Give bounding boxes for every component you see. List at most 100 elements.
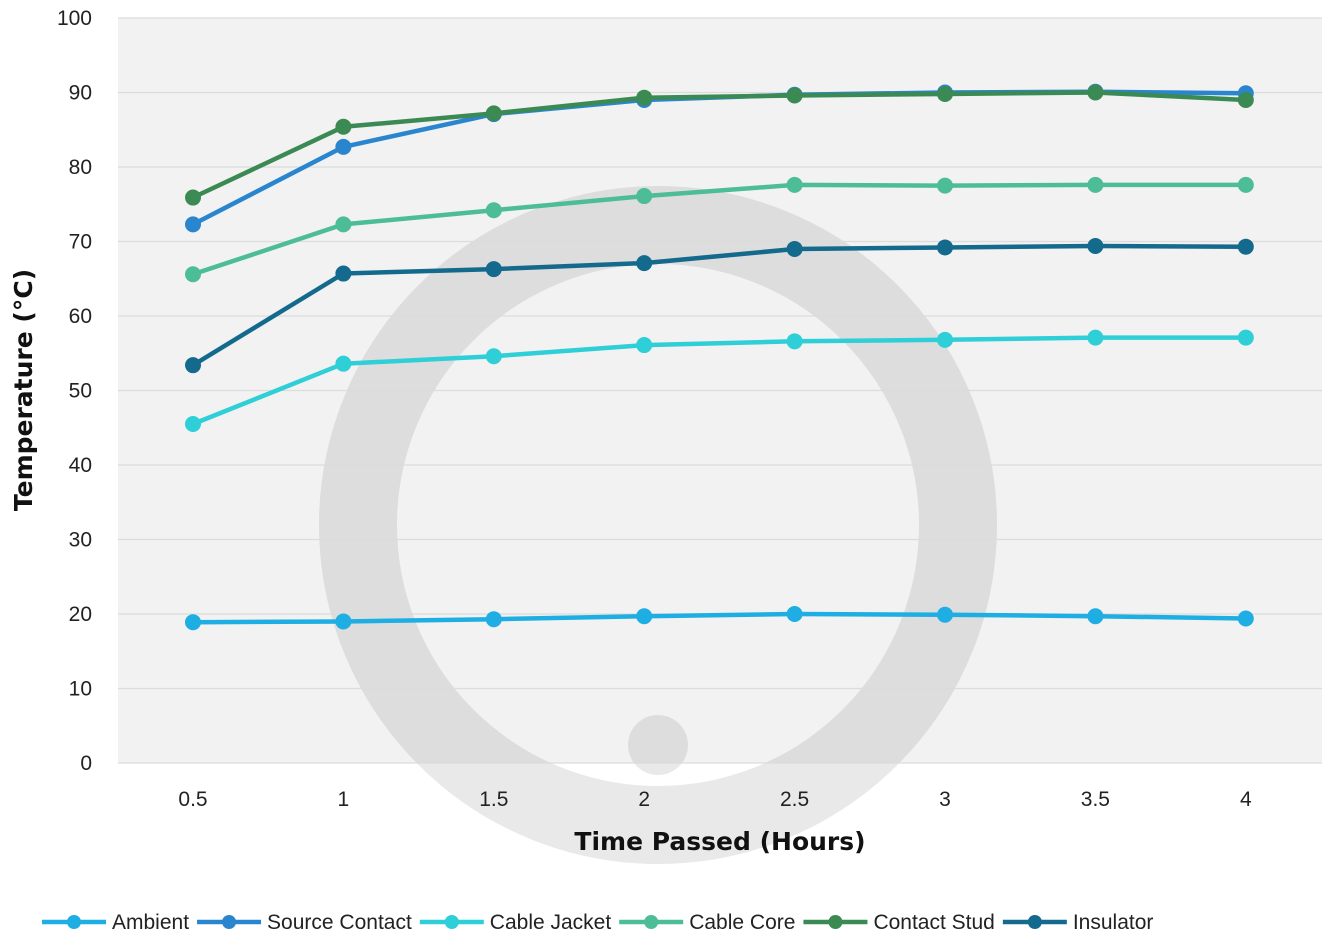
legend-label: Insulator xyxy=(1073,911,1154,934)
y-tick-label: 30 xyxy=(69,529,92,552)
data-point xyxy=(485,105,502,122)
data-point xyxy=(185,357,201,374)
x-tick-label: 2 xyxy=(638,788,650,811)
legend-label: Contact Stud xyxy=(873,911,994,934)
legend-marker xyxy=(444,915,459,929)
series-contact-stud xyxy=(185,84,1254,206)
legend-item: Ambient xyxy=(42,911,189,934)
data-point xyxy=(937,331,953,348)
legend-marker xyxy=(828,915,843,929)
data-point xyxy=(1237,238,1254,255)
y-tick-label: 80 xyxy=(69,156,92,179)
data-point xyxy=(636,89,653,106)
data-point xyxy=(1237,329,1254,346)
data-point xyxy=(485,202,502,219)
y-tick-label: 40 xyxy=(69,454,92,477)
y-tick-label: 50 xyxy=(69,380,92,403)
legend-label: Source Contact xyxy=(267,911,412,934)
data-point xyxy=(1237,176,1254,193)
legend-marker xyxy=(644,915,659,929)
series-ambient xyxy=(185,606,1254,631)
x-tick-label: 2.5 xyxy=(780,788,809,811)
data-point xyxy=(185,614,201,631)
legend-item: Source Contact xyxy=(197,911,412,934)
data-point xyxy=(1087,176,1104,193)
data-point xyxy=(1237,610,1254,627)
x-axis-ticks: 0.5 1 1.5 2 2.5 3 3.5 4 xyxy=(178,788,1252,811)
x-tick-label: 3.5 xyxy=(1081,788,1110,811)
x-axis-title: Time Passed (Hours) xyxy=(574,827,865,856)
data-point xyxy=(636,255,653,272)
data-point xyxy=(335,138,352,155)
data-point xyxy=(1237,91,1254,108)
legend: Ambient Source Contact Cable Jacket Cable C… xyxy=(42,911,1153,934)
gridlines xyxy=(118,17,1322,764)
data-point xyxy=(636,337,653,354)
y-tick-label: 70 xyxy=(69,231,92,254)
legend-marker xyxy=(67,915,81,929)
y-tick-label: 60 xyxy=(69,305,92,328)
x-tick-label: 3 xyxy=(939,788,951,811)
data-point xyxy=(937,85,953,102)
data-point xyxy=(185,416,201,433)
data-point xyxy=(485,261,502,278)
data-point xyxy=(786,606,803,622)
series-line xyxy=(190,90,1249,200)
data-point xyxy=(335,118,352,135)
legend-item: Contact Stud xyxy=(803,911,995,934)
x-tick-label: 4 xyxy=(1240,788,1252,811)
series-cable-jacket xyxy=(185,329,1254,433)
data-point xyxy=(937,606,953,623)
data-point xyxy=(937,239,953,256)
legend-label: Ambient xyxy=(112,911,189,934)
data-point xyxy=(335,613,352,630)
series-insulator xyxy=(185,237,1254,374)
legend-marker xyxy=(222,915,237,929)
y-axis-ticks: 0 10 20 30 40 50 60 70 80 90 100 xyxy=(57,7,92,775)
x-tick-label: 0.5 xyxy=(178,788,207,811)
series-group xyxy=(185,83,1254,631)
legend-label: Cable Jacket xyxy=(490,911,612,934)
legend-marker xyxy=(1027,915,1042,929)
y-tick-label: 20 xyxy=(69,603,92,626)
data-point xyxy=(1087,329,1104,346)
data-point xyxy=(185,189,201,206)
legend-item: Cable Jacket xyxy=(419,911,612,934)
watermark-ring-arc xyxy=(319,186,997,864)
data-point xyxy=(636,188,653,205)
y-tick-label: 90 xyxy=(69,82,92,105)
data-point xyxy=(636,608,653,625)
data-point xyxy=(335,216,352,233)
data-point xyxy=(1087,608,1104,625)
x-tick-label: 1 xyxy=(338,788,350,811)
watermark-ring xyxy=(319,186,997,864)
data-point xyxy=(335,355,352,372)
data-point xyxy=(937,177,953,194)
data-point xyxy=(185,216,201,233)
y-tick-label: 10 xyxy=(69,678,92,701)
y-axis-title: Temperature (°C) xyxy=(9,269,38,511)
data-point xyxy=(786,176,803,193)
legend-label: Cable Core xyxy=(689,911,795,934)
watermark-ring-dot xyxy=(628,715,688,775)
legend-item: Insulator xyxy=(1002,911,1154,934)
data-point xyxy=(786,87,803,104)
data-point xyxy=(185,266,201,283)
data-point xyxy=(485,611,502,628)
series-line xyxy=(190,335,1249,427)
data-point xyxy=(1087,84,1104,101)
x-tick-label: 1.5 xyxy=(479,788,508,811)
data-point xyxy=(786,333,803,350)
series-cable-core xyxy=(185,176,1254,283)
data-point xyxy=(786,240,803,257)
y-tick-label: 100 xyxy=(57,7,92,30)
y-tick-label: 0 xyxy=(80,752,92,775)
series-line xyxy=(190,243,1249,368)
legend-item: Cable Core xyxy=(619,911,795,934)
data-point xyxy=(335,265,352,282)
series-line xyxy=(190,611,1249,625)
data-point xyxy=(485,348,502,365)
series-line xyxy=(190,182,1249,277)
data-point xyxy=(1087,237,1104,254)
